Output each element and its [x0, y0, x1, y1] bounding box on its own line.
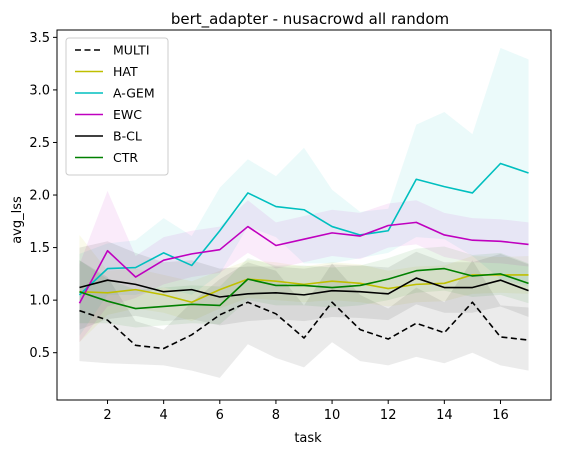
legend-label-multi: MULTI — [113, 43, 150, 58]
legend-label-hat: HAT — [113, 64, 138, 79]
series-line-hat — [79, 274, 529, 304]
band-ctr — [79, 246, 529, 328]
x-tick-label: 10 — [324, 408, 341, 423]
x-tick-label: 2 — [103, 408, 111, 423]
series-line-multi — [79, 301, 529, 350]
y-tick-label: 1.5 — [29, 241, 50, 256]
x-tick-label: 14 — [436, 408, 453, 423]
band-ewc — [79, 190, 529, 343]
series-line-a-gem — [78, 162, 529, 296]
x-tick-label: 4 — [160, 408, 168, 423]
x-axis: 2 4 6 8 10 12 14 16 — [103, 400, 509, 423]
x-tick-label: 8 — [272, 408, 280, 423]
y-axis-title: avg_lss — [10, 196, 25, 244]
legend-label-a-gem: A-GEM — [113, 86, 155, 101]
series-line-ewc — [78, 221, 529, 304]
series-line-b-cl — [79, 277, 529, 298]
x-axis-title: task — [294, 431, 322, 446]
plot-frame — [56, 29, 552, 401]
x-tick-label: 16 — [492, 408, 509, 423]
band-multi — [79, 260, 529, 378]
x-tick-label: 6 — [216, 408, 224, 423]
series-lines — [78, 162, 529, 350]
y-tick-label: 2.0 — [29, 189, 50, 204]
band-a-gem — [79, 47, 529, 336]
y-axis: 0.5 1.0 1.5 2.0 2.5 3.0 3.5 — [29, 31, 57, 361]
chart-title: bert_adapter - nusacrowd all random — [171, 10, 449, 29]
y-tick-label: 3.0 — [29, 83, 50, 98]
legend-label-ewc: EWC — [113, 107, 142, 122]
series-line-ctr — [79, 267, 529, 310]
y-tick-label: 3.5 — [29, 31, 50, 46]
y-tick-label: 0.5 — [29, 346, 50, 361]
legend: MULTI HAT A-GEM EWC B-CL CTR — [65, 37, 169, 176]
y-tick-label: 1.0 — [29, 294, 50, 309]
x-tick-label: 12 — [380, 408, 397, 423]
y-tick-label: 2.5 — [29, 136, 50, 151]
legend-label-ctr: CTR — [113, 150, 138, 165]
legend-label-b-cl: B-CL — [113, 129, 142, 144]
band-hat — [79, 234, 529, 343]
